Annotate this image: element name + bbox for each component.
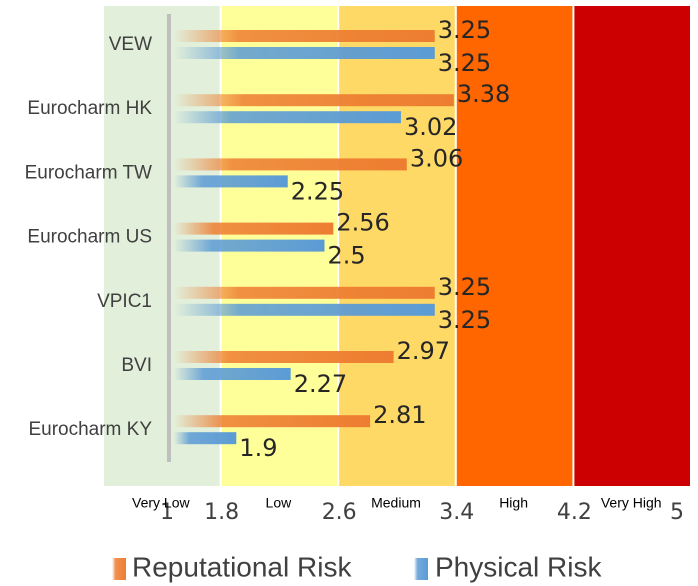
physical-risk-bar: [174, 111, 401, 124]
reputational-risk-value-label: 3.38: [457, 80, 510, 108]
physical-risk-value-label: 3.25: [438, 306, 491, 334]
reputational-risk-value-label: 3.25: [438, 16, 491, 44]
reputational-risk-bar: [174, 30, 435, 42]
reputational-risk-value-label: 2.56: [336, 209, 389, 237]
physical-risk-value-label: 2.5: [328, 242, 366, 270]
risk-band-label: Very Low: [132, 495, 190, 511]
physical-risk-bar: [174, 368, 291, 380]
risk-band-high: [456, 6, 573, 486]
reputational-risk-value-label: 3.25: [438, 273, 491, 301]
legend-label-physical: Physical Risk: [435, 551, 602, 582]
x-tick-label: 4.2: [557, 500, 592, 525]
reputational-risk-value-label: 3.06: [410, 144, 463, 172]
category-label: Eurocharm HK: [27, 98, 152, 119]
risk-band-label: Medium: [371, 495, 421, 511]
physical-risk-bar: [174, 47, 435, 59]
x-tick-label: 1.8: [204, 500, 239, 525]
risk-band-label: Very High: [601, 495, 662, 511]
reputational-risk-bar: [174, 415, 371, 428]
category-label: VPIC1: [97, 291, 152, 312]
reputational-risk-bar: [174, 94, 454, 107]
reputational-risk-bar: [174, 222, 334, 235]
legend-swatch-reputational: [112, 558, 126, 580]
risk-band-label: Low: [266, 495, 293, 511]
x-tick-label: 2.6: [322, 500, 357, 525]
legend-label-reputational: Reputational Risk: [132, 551, 352, 582]
reputational-risk-bar: [174, 351, 394, 363]
category-label: Eurocharm TW: [25, 162, 152, 183]
physical-risk-bar: [174, 432, 237, 445]
risk-band-label: High: [499, 495, 528, 511]
risk-band-very-high: [574, 6, 690, 486]
reputational-risk-bar: [174, 158, 407, 171]
category-label: BVI: [121, 355, 152, 376]
category-label: Eurocharm KY: [28, 419, 152, 440]
physical-risk-value-label: 2.27: [294, 370, 347, 398]
reputational-risk-value-label: 2.97: [397, 337, 450, 365]
physical-risk-value-label: 3.02: [404, 113, 457, 141]
physical-risk-value-label: 3.25: [438, 49, 491, 77]
legend-swatch-physical: [414, 558, 428, 580]
x-tick-label: 5: [670, 500, 684, 525]
x-tick-label: 1: [160, 500, 174, 525]
physical-risk-value-label: 2.25: [291, 177, 344, 205]
physical-risk-bar: [174, 175, 288, 188]
reputational-risk-bar: [174, 286, 435, 299]
reputational-risk-value-label: 2.81: [373, 401, 426, 429]
physical-risk-bar: [174, 303, 435, 316]
risk-band-medium: [339, 6, 455, 486]
category-label: Eurocharm US: [27, 227, 152, 248]
x-tick-label: 3.4: [439, 500, 474, 525]
category-label: VEW: [109, 34, 152, 55]
physical-risk-bar: [174, 239, 325, 252]
physical-risk-value-label: 1.9: [239, 434, 277, 462]
